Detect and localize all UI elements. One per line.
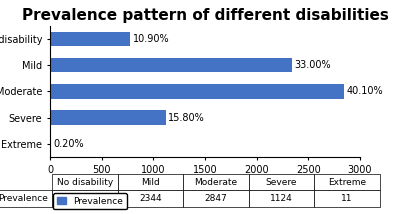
Text: 10.90%: 10.90% [132,34,169,44]
Text: 15.80%: 15.80% [168,113,205,123]
Title: Prevalence pattern of different disabilities: Prevalence pattern of different disabili… [22,8,388,23]
Legend: Prevalence: Prevalence [53,193,126,210]
Bar [50,32,130,46]
Bar [50,84,344,99]
Bar [50,110,166,125]
Text: 33.00%: 33.00% [294,60,331,70]
Text: 0.20%: 0.20% [53,139,84,149]
Bar [50,137,51,151]
Bar [50,58,292,72]
Text: 40.10%: 40.10% [346,86,383,97]
